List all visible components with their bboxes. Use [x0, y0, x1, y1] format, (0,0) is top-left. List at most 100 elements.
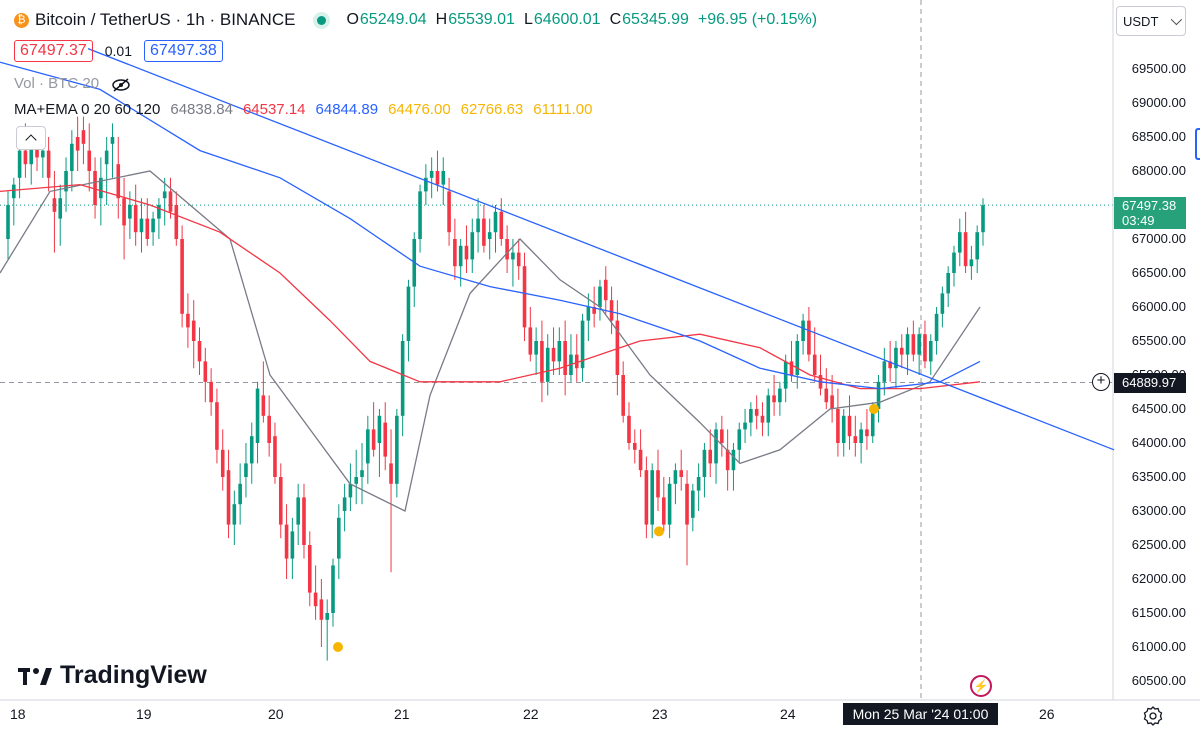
symbol-title[interactable]: Bitcoin / TetherUS · 1h · BINANCE	[35, 10, 296, 29]
ask-price-button[interactable]: 67497.38	[143, 40, 223, 62]
candle	[151, 211, 155, 246]
flash-icon[interactable]: ⚡	[970, 675, 992, 697]
candle	[104, 137, 109, 205]
indicator-legend: MA+EMA 0 20 60 120 64838.84 64537.14 648…	[14, 101, 592, 118]
candle	[81, 116, 86, 165]
candle	[93, 157, 97, 219]
candle-body	[673, 470, 678, 484]
candle	[220, 429, 225, 491]
candle-body	[720, 429, 724, 443]
candle-body	[952, 252, 956, 273]
candle	[836, 388, 840, 457]
candle-body	[52, 198, 57, 212]
collapse-legend-button[interactable]	[16, 126, 46, 150]
candle-body	[290, 531, 295, 559]
last-price-value: 67497.38	[1122, 198, 1177, 213]
candle	[226, 449, 231, 539]
volume-legend-label[interactable]: Vol · BTC 20	[14, 75, 100, 92]
candle	[812, 327, 817, 382]
candle	[75, 116, 80, 171]
indicator-name[interactable]: MA+EMA 0 20 60 120	[14, 101, 161, 118]
candle	[818, 354, 823, 396]
candle-body	[847, 415, 852, 437]
price-scale-handle[interactable]	[1195, 128, 1200, 160]
candle-body	[981, 205, 985, 233]
currency-dropdown[interactable]: USDT	[1116, 6, 1186, 36]
candle-body	[876, 381, 881, 409]
candle	[969, 245, 974, 280]
add-alert-icon[interactable]: +	[1092, 373, 1110, 391]
candle-body	[760, 415, 765, 423]
crosshair-price-tag: 64889.97	[1114, 373, 1186, 393]
candle-body	[737, 429, 742, 450]
price-tick-label: 63500.00	[1131, 469, 1186, 484]
candle	[186, 293, 190, 348]
candle	[255, 381, 260, 464]
candle	[888, 341, 892, 382]
price-tick-label: 68000.00	[1131, 163, 1186, 178]
candle-body	[476, 218, 480, 233]
candle	[296, 483, 300, 545]
candle-body	[307, 545, 312, 593]
candle	[99, 157, 103, 226]
candle	[516, 239, 521, 280]
candle-body	[447, 191, 451, 233]
ma-line-ma60	[0, 183, 981, 390]
candle-body	[331, 565, 335, 613]
candle	[824, 368, 829, 409]
candle	[656, 449, 660, 511]
candle	[493, 205, 498, 253]
candle-body	[603, 279, 608, 301]
candle-body	[453, 239, 457, 267]
candle	[325, 599, 329, 661]
time-tick-label: 21	[394, 706, 410, 722]
candle-body	[6, 205, 10, 239]
candle-body	[23, 150, 28, 165]
candle	[406, 279, 411, 362]
candle-body	[441, 171, 446, 185]
candle-body	[801, 320, 805, 341]
candle-body	[522, 266, 527, 328]
candle-body	[795, 341, 800, 375]
eye-hidden-icon[interactable]	[111, 77, 130, 92]
candle	[307, 531, 312, 607]
settings-gear-icon[interactable]	[1143, 706, 1163, 726]
candle-body	[406, 286, 411, 341]
candle	[215, 388, 219, 464]
candle-body	[104, 150, 109, 165]
candle-body	[35, 143, 39, 158]
trendline[interactable]	[87, 47, 1115, 451]
candle-body	[957, 232, 962, 253]
candle-body	[853, 436, 858, 443]
candle-body	[870, 409, 875, 437]
candle	[911, 320, 916, 362]
candle-body	[905, 334, 910, 355]
candle	[725, 429, 730, 491]
indicator-value: 62766.63	[460, 101, 524, 118]
candle	[174, 191, 179, 246]
candle-body	[284, 524, 289, 559]
candle	[586, 293, 591, 341]
price-tick-label: 60500.00	[1131, 673, 1186, 688]
candle	[453, 218, 457, 280]
bid-price-button[interactable]: 67497.37	[14, 40, 93, 62]
candle-body	[632, 443, 637, 450]
candle	[191, 300, 196, 369]
candle	[865, 409, 869, 450]
candle-body	[598, 286, 602, 307]
ohlc-high-label: H	[435, 11, 448, 28]
candle	[685, 470, 689, 566]
candle-body	[557, 341, 562, 362]
candle	[244, 443, 248, 498]
candle	[145, 198, 150, 246]
candle-body	[348, 483, 353, 498]
candle	[46, 137, 51, 192]
candle	[470, 218, 475, 273]
candle-body	[975, 232, 979, 260]
candle	[934, 307, 939, 355]
price-tick-label: 67000.00	[1131, 231, 1186, 246]
candle-body	[545, 347, 550, 382]
candle-body	[70, 143, 74, 171]
candle	[464, 225, 469, 273]
